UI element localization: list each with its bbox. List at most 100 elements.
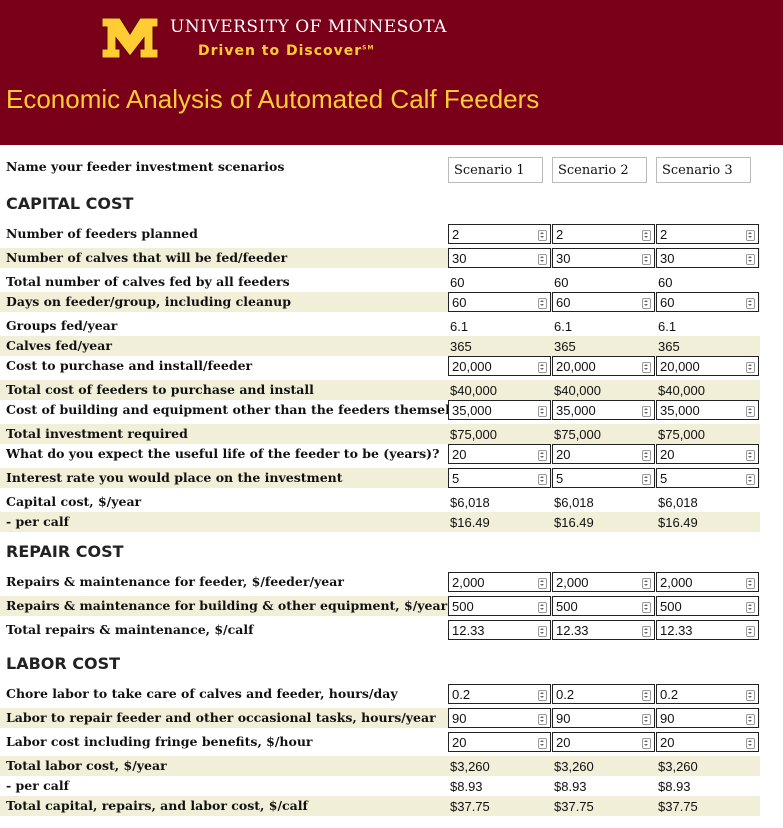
stepper-icon[interactable] — [538, 602, 547, 613]
scenario-3-number-input[interactable]: 12.33 — [656, 620, 759, 640]
stepper-icon[interactable] — [746, 406, 755, 417]
scenario-1-name-input[interactable]: Scenario 1 — [448, 157, 543, 183]
scenario-2-number-input[interactable]: 20 — [552, 732, 655, 752]
stepper-icon[interactable] — [538, 738, 547, 749]
table-row: Calves fed/year 365 365 365 — [0, 336, 760, 356]
scenario-3-number-input[interactable]: 2,000 — [656, 572, 759, 592]
scenario-1-number-input[interactable]: 2,000 — [448, 572, 551, 592]
stepper-icon[interactable] — [642, 690, 651, 701]
scenario-3-number-input[interactable]: 20 — [656, 732, 759, 752]
scenario-1-number-input[interactable]: 60 — [448, 292, 551, 312]
stepper-icon[interactable] — [746, 254, 755, 265]
input-value: 2,000 — [556, 575, 589, 590]
stepper-icon[interactable] — [746, 714, 755, 725]
stepper-icon[interactable] — [746, 626, 755, 637]
stepper-icon[interactable] — [642, 578, 651, 589]
scenario-2-number-input[interactable]: 500 — [552, 596, 655, 616]
stepper-icon[interactable] — [642, 254, 651, 265]
stepper-icon[interactable] — [538, 254, 547, 265]
stepper-icon[interactable] — [538, 230, 547, 241]
scenario-3-number-input[interactable]: 35,000 — [656, 400, 759, 420]
scenario-2-number-input[interactable]: 0.2 — [552, 684, 655, 704]
stepper-icon[interactable] — [746, 602, 755, 613]
stepper-icon[interactable] — [746, 298, 755, 309]
stepper-icon[interactable] — [642, 714, 651, 725]
stepper-icon[interactable] — [746, 578, 755, 589]
scenario-3-number-input[interactable]: 5 — [656, 468, 759, 488]
scenario-3-number-input[interactable]: 0.2 — [656, 684, 759, 704]
scenario-2-number-input[interactable]: 5 — [552, 468, 655, 488]
stepper-icon[interactable] — [538, 626, 547, 637]
input-value: 90 — [556, 711, 571, 726]
scenario-3-name-input[interactable]: Scenario 3 — [656, 157, 751, 183]
stepper-icon[interactable] — [746, 690, 755, 701]
stepper-icon[interactable] — [746, 230, 755, 241]
row-label: - per calf — [6, 778, 70, 793]
scenario-3-value: 365 — [658, 339, 680, 354]
input-value: 30 — [660, 251, 675, 266]
stepper-icon[interactable] — [642, 406, 651, 417]
stepper-icon[interactable] — [746, 362, 755, 373]
scenario-2-number-input[interactable]: 60 — [552, 292, 655, 312]
row-label: Groups fed/year — [6, 318, 118, 333]
table-row: - per calf $8.93 $8.93 $8.93 — [0, 776, 760, 796]
scenario-3-number-input[interactable]: 2 — [656, 224, 759, 244]
stepper-icon[interactable] — [642, 602, 651, 613]
scenario-2-number-input[interactable]: 90 — [552, 708, 655, 728]
stepper-icon[interactable] — [642, 474, 651, 485]
input-value: 20,000 — [452, 359, 492, 374]
row-label: Number of feeders planned — [6, 226, 198, 241]
scenario-3-number-input[interactable]: 90 — [656, 708, 759, 728]
scenario-1-number-input[interactable]: 90 — [448, 708, 551, 728]
scenario-2-number-input[interactable]: 35,000 — [552, 400, 655, 420]
stepper-icon[interactable] — [642, 738, 651, 749]
stepper-icon[interactable] — [538, 690, 547, 701]
stepper-icon[interactable] — [642, 450, 651, 461]
stepper-icon[interactable] — [642, 298, 651, 309]
stepper-icon[interactable] — [642, 230, 651, 241]
input-value: 35,000 — [660, 403, 700, 418]
input-value: 0.2 — [660, 687, 679, 702]
scenario-1-number-input[interactable]: 30 — [448, 248, 551, 268]
scenario-1-number-input[interactable]: 20 — [448, 444, 551, 464]
scenario-3-value: $8.93 — [658, 779, 691, 794]
scenario-3-number-input[interactable]: 30 — [656, 248, 759, 268]
stepper-icon[interactable] — [746, 738, 755, 749]
stepper-icon[interactable] — [538, 450, 547, 461]
scenario-1-number-input[interactable]: 5 — [448, 468, 551, 488]
input-value: 30 — [452, 251, 467, 266]
scenario-1-number-input[interactable]: 12.33 — [448, 620, 551, 640]
scenario-2-number-input[interactable]: 20 — [552, 444, 655, 464]
scenario-1-number-input[interactable]: 20,000 — [448, 356, 551, 376]
stepper-icon[interactable] — [538, 714, 547, 725]
scenario-2-number-input[interactable]: 2,000 — [552, 572, 655, 592]
stepper-icon[interactable] — [746, 474, 755, 485]
scenario-1-number-input[interactable]: 2 — [448, 224, 551, 244]
input-value: 500 — [660, 599, 682, 614]
stepper-icon[interactable] — [642, 362, 651, 373]
scenario-1-number-input[interactable]: 20 — [448, 732, 551, 752]
stepper-icon[interactable] — [642, 626, 651, 637]
stepper-icon[interactable] — [746, 450, 755, 461]
stepper-icon[interactable] — [538, 406, 547, 417]
scenario-3-number-input[interactable]: 60 — [656, 292, 759, 312]
table-row: What do you expect the useful life of th… — [0, 444, 760, 464]
stepper-icon[interactable] — [538, 474, 547, 485]
scenario-1-number-input[interactable]: 500 — [448, 596, 551, 616]
input-value: 20 — [452, 735, 467, 750]
scenario-3-number-input[interactable]: 20,000 — [656, 356, 759, 376]
input-value: 20 — [660, 735, 675, 750]
scenario-1-number-input[interactable]: 35,000 — [448, 400, 551, 420]
scenario-3-number-input[interactable]: 20 — [656, 444, 759, 464]
scenario-3-number-input[interactable]: 500 — [656, 596, 759, 616]
scenario-2-number-input[interactable]: 2 — [552, 224, 655, 244]
scenario-2-number-input[interactable]: 12.33 — [552, 620, 655, 640]
scenario-2-name-input[interactable]: Scenario 2 — [552, 157, 647, 183]
scenario-2-number-input[interactable]: 30 — [552, 248, 655, 268]
stepper-icon[interactable] — [538, 298, 547, 309]
scenario-1-number-input[interactable]: 0.2 — [448, 684, 551, 704]
stepper-icon[interactable] — [538, 578, 547, 589]
input-value: 2 — [660, 227, 668, 242]
stepper-icon[interactable] — [538, 362, 547, 373]
scenario-2-number-input[interactable]: 20,000 — [552, 356, 655, 376]
